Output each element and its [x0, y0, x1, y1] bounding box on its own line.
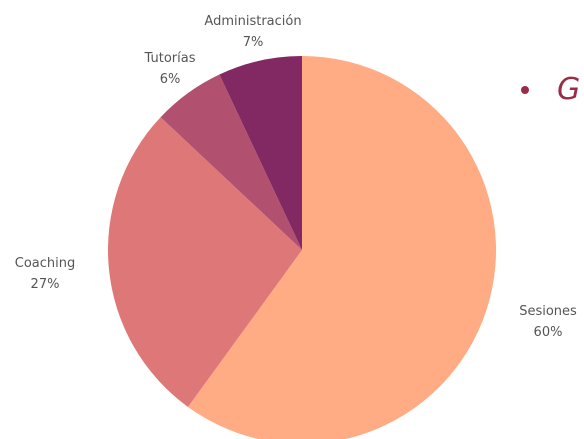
slice-label-coaching: Coaching 27% [15, 256, 76, 292]
legend-bullet-icon [521, 86, 529, 94]
slice-label-sesiones-name: Sesiones [519, 304, 577, 319]
slice-label-tutorias-name: Tutorías [144, 51, 196, 66]
slice-labels: Sesiones 60% Coaching 27% Tutorías 6% Ad… [15, 14, 577, 340]
legend: G [521, 72, 580, 107]
slice-label-sesiones: Sesiones 60% [519, 304, 577, 340]
slice-label-coaching-percent: 27% [31, 277, 60, 292]
legend-text: G [557, 72, 580, 107]
pie-slice-sesiones [187, 56, 496, 439]
pie-slice-tutorias [160, 74, 302, 251]
pie-slice-coaching [108, 117, 302, 407]
slice-label-sesiones-percent: 60% [534, 325, 563, 340]
pie-slices [108, 56, 496, 439]
slice-label-tutorias-percent: 6% [160, 72, 181, 87]
slice-label-tutorias: Tutorías 6% [144, 51, 196, 87]
slice-label-administracion-percent: 7% [243, 35, 264, 50]
pie-slice-administracion [219, 56, 302, 250]
slice-label-administracion: Administración 7% [204, 14, 301, 50]
slice-label-coaching-name: Coaching [15, 256, 76, 271]
slice-label-administracion-name: Administración [204, 14, 301, 29]
